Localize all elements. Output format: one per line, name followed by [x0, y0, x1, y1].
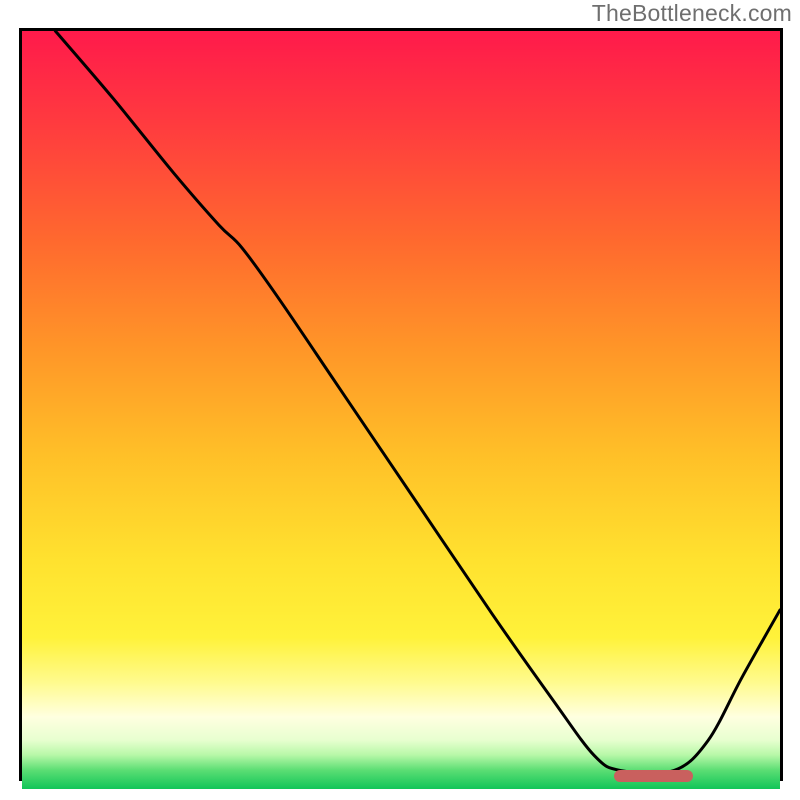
watermark-text: TheBottleneck.com	[592, 0, 792, 27]
plot-area	[19, 28, 783, 781]
bottleneck-curve	[22, 31, 780, 778]
curve-path	[55, 31, 780, 773]
optimal-range-marker	[614, 770, 693, 782]
chart-canvas: TheBottleneck.com	[0, 0, 800, 800]
